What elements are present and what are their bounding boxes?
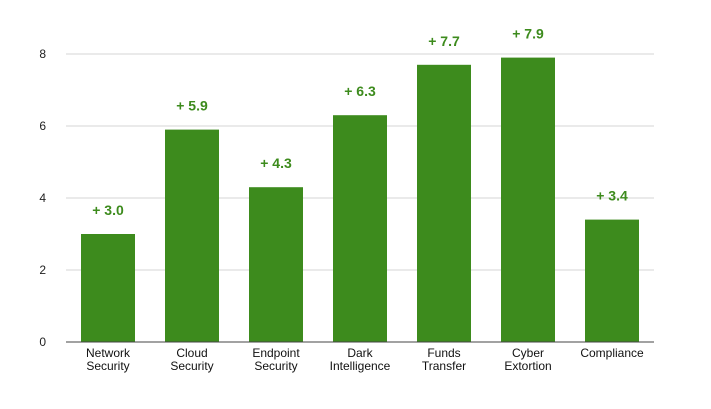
category-label-line: Security	[86, 359, 129, 373]
bar	[165, 129, 219, 342]
bar-value-label: + 3.4	[596, 188, 628, 204]
bar	[585, 219, 639, 342]
category-label-line: Dark	[347, 346, 373, 360]
bar-value-label: + 6.3	[344, 83, 376, 99]
bar-value-label: + 7.7	[428, 33, 460, 49]
y-tick-label: 4	[39, 191, 46, 205]
category-label-line: Security	[254, 359, 297, 373]
category-label-line: Cloud	[176, 346, 207, 360]
category-label-line: Funds	[427, 346, 460, 360]
bar-value-label: + 5.9	[176, 98, 208, 114]
bar	[249, 187, 303, 342]
bar-value-label: + 4.3	[260, 155, 292, 171]
bar-value-label: + 7.9	[512, 26, 544, 42]
category-label-line: Extortion	[504, 359, 551, 373]
category-label-line: Cyber	[512, 346, 544, 360]
bar	[333, 115, 387, 342]
y-tick-label: 6	[39, 119, 46, 133]
category-label-line: Security	[170, 359, 213, 373]
bar-value-label: + 3.0	[92, 202, 124, 218]
bar	[81, 234, 135, 342]
bar	[501, 57, 555, 342]
y-axis-tick-labels: 0 2 4 6 8	[39, 47, 46, 349]
category-label-line: Endpoint	[252, 346, 300, 360]
category-label: Compliance	[580, 346, 644, 360]
bars	[81, 57, 639, 343]
x-axis-category-labels: NetworkSecurityCloudSecurityEndpointSecu…	[86, 346, 644, 373]
y-tick-label: 0	[39, 335, 46, 349]
data-labels: + 3.0 + 5.9 + 4.3 + 6.3 + 7.7 + 7.9 + 3.4	[92, 26, 628, 218]
category-label-line: Transfer	[422, 359, 466, 373]
category-label-line: Intelligence	[330, 359, 391, 373]
bar	[417, 64, 471, 343]
y-tick-label: 8	[39, 47, 46, 61]
category-label-line: Network	[86, 346, 131, 360]
y-tick-label: 2	[39, 263, 46, 277]
category-label-line: Compliance	[580, 346, 644, 360]
